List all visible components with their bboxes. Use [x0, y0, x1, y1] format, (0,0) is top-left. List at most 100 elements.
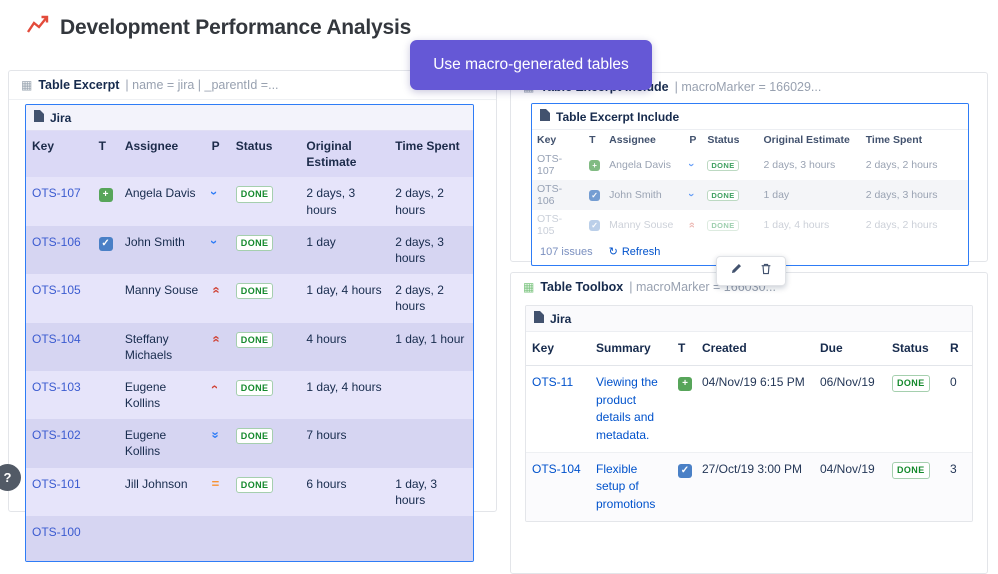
priority-highest-icon: » [207, 286, 223, 294]
include-table: Key T Assignee P Status Original Estimate Time… [532, 130, 968, 240]
issue-key-cell: OTS-106 [532, 180, 584, 210]
issue-type-cell: + [93, 177, 119, 225]
issue-summary-link[interactable]: Viewing the product details and metadata… [596, 375, 658, 442]
priority-cell: › [206, 177, 230, 225]
excerpt-jira-table[interactable]: Jira Key T Assignee P Status Original Estimat… [25, 104, 474, 562]
time-spent-cell [389, 516, 473, 561]
excerpt-macro-header[interactable]: ▦ Table Excerpt | name = jira | _parentI… [9, 71, 496, 100]
issue-type-cell [93, 419, 119, 467]
summary-cell: Flexible setup of promotions [590, 451, 672, 522]
original-estimate-cell: 4 hours [306, 331, 347, 346]
excerpt-table-body: OTS-107 + Angela Davis › DONE 2 days, 3 hours… [26, 177, 473, 561]
issue-key-link[interactable]: OTS-105 [32, 283, 81, 298]
jira-table-title: Jira [50, 110, 72, 125]
assignee-cell: Manny Souse [609, 219, 674, 231]
issue-summary-link[interactable]: Flexible setup of promotions [596, 461, 656, 511]
assignee-cell: Eugene Kollins [124, 379, 167, 411]
status-cell: DONE [230, 371, 301, 419]
issue-key-cell: OTS-103 [26, 371, 93, 419]
issue-type-cell: ✓ [672, 451, 696, 522]
issue-key-link[interactable]: OTS-107 [537, 153, 563, 177]
toolbox-table: Key Summary T Created Due Status R OTS-11 Viewi… [526, 332, 972, 522]
use-macro-tables-button[interactable]: Use macro-generated tables [410, 40, 652, 90]
table-row: OTS-105 Manny Souse » DONE 1 day, 4 hours 2 d… [26, 274, 473, 323]
excerpt-macro-params: | name = jira | _parentId =... [125, 78, 279, 92]
issue-key-link[interactable]: OTS-101 [32, 476, 81, 491]
help-button[interactable]: ? [0, 464, 21, 491]
status-cell [230, 516, 301, 561]
time-spent-cell: 2 days, 3 hours [865, 189, 938, 201]
column-header: R [944, 332, 972, 367]
refresh-label: Refresh [621, 245, 661, 258]
assignee-cell: John Smith [609, 189, 662, 201]
table-row: OTS-11 Viewing the product details and me… [526, 366, 972, 453]
issue-key-link[interactable]: OTS-104 [532, 461, 581, 476]
toolbox-macro-panel[interactable]: ▦ Table Toolbox | macroMarker = 166030..… [510, 272, 988, 574]
priority-cell [206, 516, 230, 561]
original-estimate-cell: 1 day, 4 hours [306, 283, 382, 298]
original-estimate-cell: 1 day, 4 hours [763, 219, 830, 231]
toolbox-macro-header[interactable]: ▦ Table Toolbox | macroMarker = 166030..… [511, 273, 987, 301]
table-row: OTS-107 + Angela Davis › DONE 2 days, 3 hours… [26, 177, 473, 226]
issue-count-link[interactable]: 107 issues [540, 245, 593, 258]
status-cell: DONE [230, 419, 301, 467]
include-macro-params: | macroMarker = 166029... [674, 80, 822, 94]
original-estimate-cell: 1 day [763, 189, 790, 201]
issue-key-cell: OTS-11 [526, 366, 590, 453]
toolbox-jira-table[interactable]: Jira Key Summary T Created Due Status R OTS-11… [525, 305, 973, 523]
created-cell: 04/Nov/19 6:15 PM [702, 375, 805, 390]
issue-key-link[interactable]: OTS-100 [32, 525, 81, 539]
priority-cell: › [684, 150, 702, 180]
issue-key-link[interactable]: OTS-107 [32, 186, 81, 201]
include-preview-box[interactable]: Table Excerpt Include Key T Assignee P Statu… [531, 103, 969, 266]
column-header: T [584, 130, 605, 150]
priority-cell: › [684, 180, 702, 210]
issue-key-link[interactable]: OTS-11 [532, 375, 574, 390]
excerpt-macro-panel[interactable]: ▦ Table Excerpt | name = jira | _parentI… [8, 70, 497, 562]
original-estimate-cell: 7 hours [306, 428, 347, 443]
column-header: Key [26, 131, 93, 178]
issue-key-link[interactable]: OTS-105 [537, 213, 563, 237]
column-header: P [684, 130, 703, 150]
status-cell: DONE [702, 150, 758, 180]
edit-button[interactable] [724, 260, 748, 282]
time-spent-cell: 1 day, 3 hours [395, 476, 438, 507]
priority-lowest-icon: » [208, 431, 224, 439]
table-toolbox-icon: ▦ [523, 280, 535, 294]
story-type-icon: + [589, 160, 601, 171]
issue-key-link[interactable]: OTS-103 [32, 379, 81, 394]
issue-key-cell: OTS-102 [26, 419, 93, 467]
issue-key-cell: OTS-104 [26, 323, 93, 371]
issue-key-cell: OTS-107 [26, 177, 93, 225]
priority-cell: › [206, 226, 230, 274]
status-lozenge: DONE [235, 428, 274, 445]
refresh-button[interactable]: ↻ Refresh [608, 245, 661, 259]
issue-key-link[interactable]: OTS-104 [32, 331, 81, 346]
due-cell: 04/Nov/19 [814, 451, 886, 522]
issue-key-link[interactable]: OTS-106 [537, 183, 563, 207]
issue-type-cell [93, 468, 119, 516]
priority-low-icon: › [206, 191, 222, 196]
assignee-cell: Angela Davis [609, 159, 672, 171]
refresh-icon: ↻ [608, 246, 618, 258]
toolbox-table-head-row: Key Summary T Created Due Status R [526, 332, 972, 367]
status-lozenge: DONE [235, 379, 274, 397]
table-macro-icon: ▦ [21, 78, 33, 92]
priority-cell: » [684, 210, 702, 240]
task-type-icon: ✓ [589, 190, 601, 201]
task-type-icon: ✓ [589, 220, 601, 231]
priority-low-icon: › [685, 193, 698, 197]
status-cell: DONE [886, 451, 944, 522]
assignee-cell: Angela Davis [124, 186, 196, 201]
assignee-cell [119, 516, 206, 561]
priority-low-icon: › [685, 163, 698, 167]
delete-button[interactable] [754, 260, 778, 282]
issue-type-cell [93, 516, 119, 561]
status-lozenge: DONE [707, 190, 739, 201]
column-header: Time Spent [860, 130, 968, 150]
include-macro-panel[interactable]: ▦ Table Excerpt Include | macroMarker = … [510, 72, 988, 266]
issue-key-link[interactable]: OTS-102 [32, 428, 81, 443]
issue-key-link[interactable]: OTS-106 [32, 234, 81, 249]
status-lozenge: DONE [892, 375, 930, 393]
issue-key-cell: OTS-104 [526, 451, 590, 522]
